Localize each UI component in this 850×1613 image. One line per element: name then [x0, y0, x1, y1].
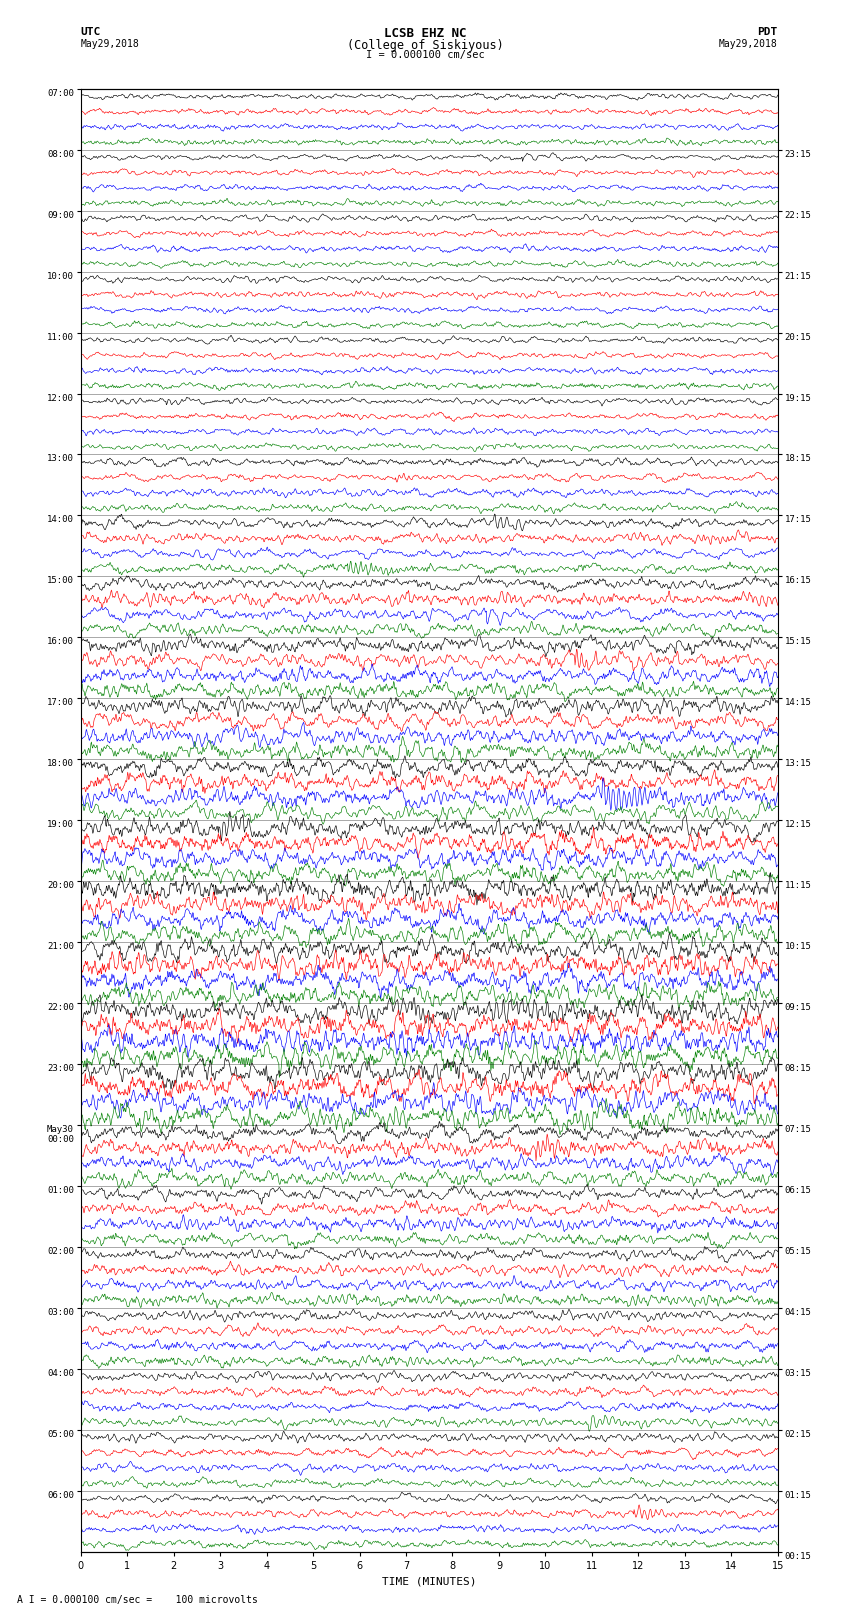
Text: May29,2018: May29,2018 — [719, 39, 778, 48]
Text: PDT: PDT — [757, 27, 778, 37]
Text: I = 0.000100 cm/sec: I = 0.000100 cm/sec — [366, 50, 484, 60]
X-axis label: TIME (MINUTES): TIME (MINUTES) — [382, 1576, 477, 1586]
Text: LCSB EHZ NC: LCSB EHZ NC — [383, 27, 467, 40]
Text: May29,2018: May29,2018 — [81, 39, 139, 48]
Text: UTC: UTC — [81, 27, 101, 37]
Text: (College of Siskiyous): (College of Siskiyous) — [347, 39, 503, 52]
Text: A I = 0.000100 cm/sec =    100 microvolts: A I = 0.000100 cm/sec = 100 microvolts — [17, 1595, 258, 1605]
